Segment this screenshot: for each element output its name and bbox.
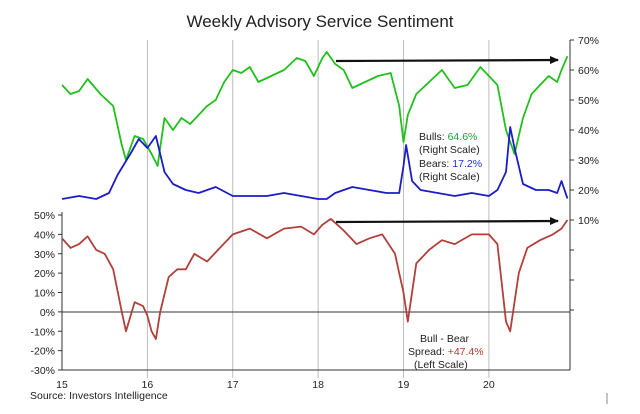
bears-label: Bears: — [419, 158, 452, 170]
series-lines — [61, 51, 569, 340]
left-tick-label: -30% — [30, 365, 55, 377]
left-tick-label: 10% — [34, 288, 55, 300]
bears-line — [61, 126, 569, 200]
bears-annotation: Bears: 17.2% — [419, 158, 482, 170]
bulls-value: 64.6% — [448, 131, 478, 143]
left-tick-label: -20% — [30, 346, 55, 358]
left-axis-ticks: -30% -20% -10% 0% 10% 20% 30% 40% 50% — [30, 210, 62, 377]
spread-peak-arrow — [335, 217, 559, 226]
source-note: Source: Investors Intelligence — [30, 390, 168, 402]
spread-line — [61, 217, 569, 340]
bulls-line — [61, 51, 569, 167]
right-tick-label: 50% — [578, 95, 599, 107]
x-axis-ticks: 15 16 17 18 19 20 — [56, 379, 495, 391]
bulls-label: Bulls: — [419, 131, 448, 143]
spread-value: +47.4% — [448, 346, 484, 358]
spread-scale-note: (Left Scale) — [414, 359, 468, 371]
left-tick-label: 20% — [34, 268, 55, 280]
spread-annotation: Spread: +47.4% — [408, 346, 484, 358]
spread-label-2: Spread: — [408, 346, 448, 358]
right-axis-ticks: 10% 20% 30% 40% 50% 60% 70% — [570, 35, 599, 311]
chart-title: Weekly Advisory Service Sentiment — [186, 12, 453, 31]
vertical-gridlines — [146, 40, 490, 378]
left-tick-label: -10% — [30, 326, 55, 338]
bears-scale-note: (Right Scale) — [419, 171, 480, 183]
bulls-peak-arrow — [335, 56, 559, 65]
x-tick-label: 19 — [398, 379, 410, 391]
spread-label: Bull - Bear — [420, 333, 470, 345]
x-tick-label: 17 — [227, 379, 239, 391]
x-tick-label: 18 — [312, 379, 324, 391]
right-tick-label: 10% — [578, 215, 599, 227]
right-tick-label: 70% — [578, 35, 599, 47]
bulls-scale-note: (Right Scale) — [419, 144, 480, 156]
bears-value: 17.2% — [452, 158, 482, 170]
left-tick-label: 0% — [40, 307, 55, 319]
x-tick-label: 15 — [56, 379, 68, 391]
bulls-annotation: Bulls: 64.6% — [419, 131, 477, 143]
right-tick-label: 40% — [578, 125, 599, 137]
x-tick-label: 20 — [483, 379, 495, 391]
left-tick-label: 50% — [34, 210, 55, 222]
left-tick-label: 30% — [34, 249, 55, 261]
right-tick-label: 20% — [578, 185, 599, 197]
x-tick-label: 16 — [142, 379, 154, 391]
right-tick-label: 30% — [578, 155, 599, 167]
right-tick-label: 60% — [578, 65, 599, 77]
left-tick-label: 40% — [34, 229, 55, 241]
